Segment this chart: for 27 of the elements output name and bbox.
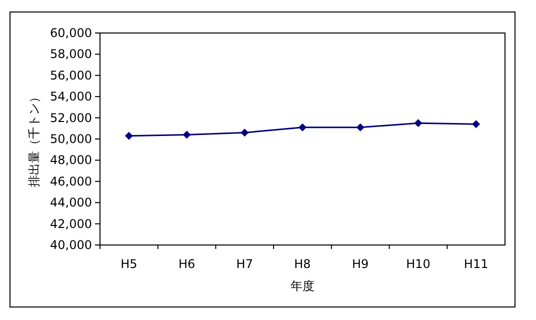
y-tick-label: 42,000	[50, 216, 92, 231]
y-tick-label: 56,000	[50, 68, 92, 82]
y-tick-label: 58,000	[50, 47, 92, 62]
x-axis-title: 年度	[290, 279, 314, 293]
point	[298, 123, 306, 132]
point	[414, 119, 422, 128]
point	[182, 130, 191, 139]
y-tick-label: 46,000	[50, 174, 92, 188]
x-tick-label: H9	[352, 257, 369, 271]
point	[124, 132, 133, 140]
y-tick-label: 40,000	[50, 238, 92, 252]
x-tick-label: H11	[464, 257, 488, 271]
y-tick-label: 52,000	[50, 110, 92, 125]
y-axis-title: 排出量（千トン）	[27, 91, 41, 187]
point	[472, 120, 480, 128]
x-tick-label: H8	[294, 257, 311, 271]
y-tick-label: 60,000	[50, 26, 92, 40]
y-tick-label: 54,000	[50, 90, 92, 104]
x-tick-label: H7	[236, 257, 253, 271]
y-tick-label: 44,000	[50, 196, 92, 210]
x-tick-label: H6	[178, 257, 196, 271]
point	[356, 123, 364, 132]
y-tick-label: 50,000	[50, 132, 92, 146]
y-tick-label: 48,000	[50, 153, 92, 168]
x-tick-label: H10	[406, 257, 430, 271]
point	[240, 128, 249, 137]
x-tick-label: H5	[120, 257, 138, 271]
